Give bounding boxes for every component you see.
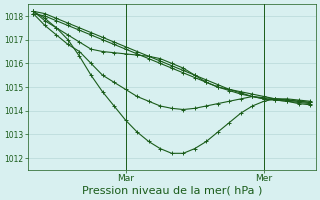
X-axis label: Pression niveau de la mer( hPa ): Pression niveau de la mer( hPa ) [82,186,262,196]
